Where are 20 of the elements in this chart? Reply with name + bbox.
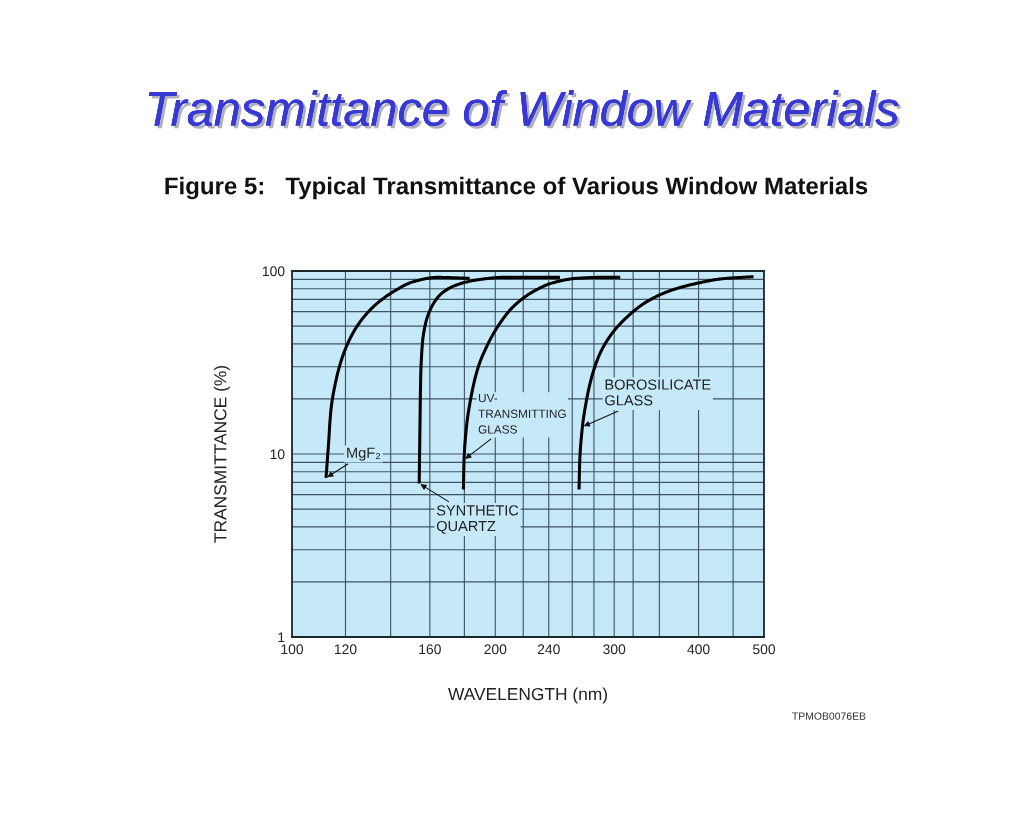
chart-subtitle: Figure 5: Typical Transmittance of Various Window Materials (165, 176, 868, 200)
x-tick-label: 400 (687, 644, 710, 655)
y-tick-label: 100 (262, 266, 285, 277)
x-tick-label: 200 (484, 644, 507, 655)
x-axis-title: WAVELENGTH (nm) (448, 687, 607, 704)
x-tick-label: 160 (419, 644, 441, 655)
x-tick-label: 100 (281, 644, 304, 655)
series-label: BOROSILICATE GLASS (605, 379, 711, 406)
x-tick-label: 240 (537, 644, 560, 655)
series-label: UV- TRANSMITTING GLASS (478, 393, 566, 434)
x-tick-label: 300 (603, 644, 626, 655)
series-label: SYNTHETIC QUARTZ (436, 505, 519, 534)
x-tick-label: 500 (752, 644, 776, 655)
series-label: MgF₂ (347, 447, 381, 461)
chart-title: Transmittance of Window Materials (148, 90, 902, 129)
y-tick-label: 1 (278, 632, 285, 643)
y-axis-title: TRANSMITTANCE (%) (213, 366, 230, 543)
x-tick-label: 120 (334, 644, 357, 655)
y-tick-label: 10 (270, 449, 285, 460)
text: TPMOB0076EB (792, 712, 866, 720)
